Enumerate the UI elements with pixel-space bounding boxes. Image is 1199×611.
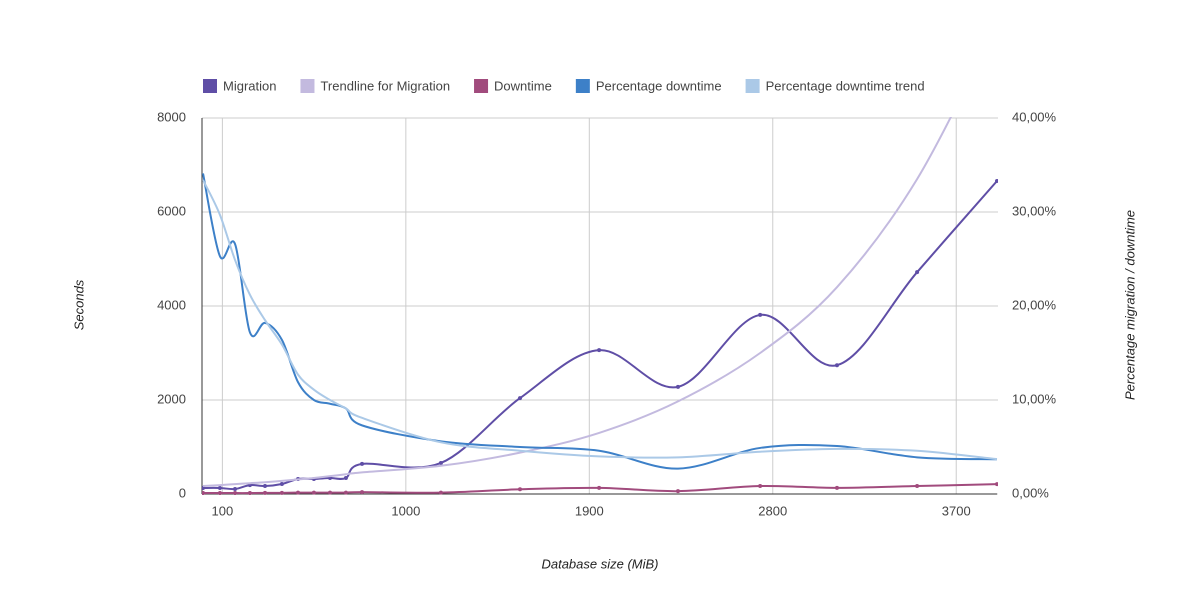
legend-swatch [575,79,590,93]
x-tick-label: 1900 [575,503,604,518]
data-point [597,485,602,490]
data-point [675,384,680,389]
series-line [202,179,998,461]
y-tick-label: 8000 [157,109,186,124]
data-point [597,348,602,353]
y2-tick-label: 20,00% [1012,297,1057,312]
data-point [296,490,301,495]
data-point [360,490,365,495]
x-axis-title: Database size (MiB) [541,556,658,571]
data-point [438,490,443,495]
plot-area [202,117,998,495]
data-point [518,487,522,492]
x-tick-label: 2800 [758,503,787,518]
data-point [675,489,680,494]
data-point [834,485,839,490]
data-point [360,461,365,466]
y2-tick-label: 30,00% [1012,203,1057,218]
data-point [915,484,920,489]
data-point [758,312,763,317]
y2-tick-label: 10,00% [1012,391,1057,406]
legend-swatch [745,79,760,93]
data-point [995,482,998,487]
series-line [203,180,998,491]
data-point [758,484,763,489]
data-point [279,490,284,495]
data-point [438,460,443,465]
data-point [247,491,252,495]
data-point [834,363,839,368]
series-line [202,173,998,470]
data-point [343,476,348,481]
y2-axis-title: Percentage migration / downtime [1122,210,1137,400]
x-tick-label: 3700 [942,503,971,518]
data-point [233,487,238,492]
y-axis-title: Seconds [71,279,86,330]
legend-swatch [203,79,217,93]
data-point [328,490,333,495]
data-point [217,485,222,490]
legend-swatch [300,79,315,93]
data-point [343,490,348,495]
data-point [202,485,206,490]
x-tick-label: 1000 [391,503,420,518]
data-point [915,270,920,275]
data-point [233,491,238,495]
legend-label: Percentage downtime [596,78,722,93]
data-point [217,491,222,495]
y-tick-label: 0 [179,485,186,500]
data-point [518,396,522,401]
y-tick-label: 6000 [157,203,186,218]
data-point [995,178,998,183]
data-point [311,490,316,495]
x-tick-label: 100 [212,503,234,518]
data-point [262,484,267,489]
y2-tick-label: 40,00% [1012,109,1057,124]
legend-label: Downtime [494,78,552,93]
legend-label: Percentage downtime trend [766,78,925,93]
legend-label: Migration [223,78,276,93]
y2-tick-label: 0,00% [1012,485,1049,500]
legend-label: Trendline for Migration [320,78,450,93]
data-point [202,491,206,495]
data-point [262,490,267,495]
y-tick-label: 2000 [157,391,186,406]
data-point [279,481,284,486]
legend-swatch [474,79,489,93]
series-line [202,117,952,488]
y-tick-label: 4000 [157,297,186,312]
